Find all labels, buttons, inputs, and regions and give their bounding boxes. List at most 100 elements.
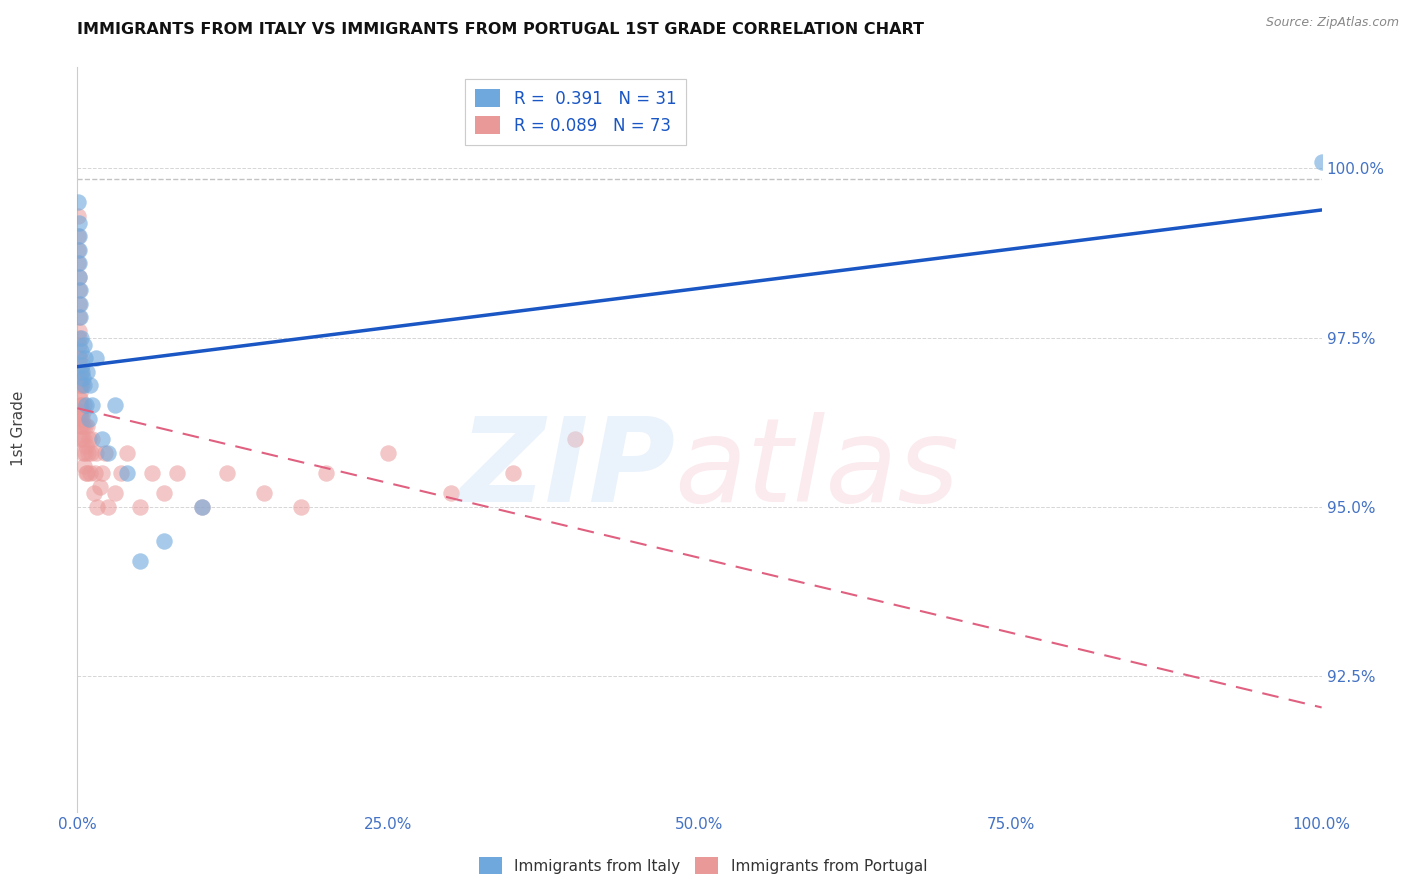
Point	[69, 371, 91, 385]
Point	[79, 378, 101, 392]
Point	[69, 378, 91, 392]
Point	[70, 418, 93, 433]
Point	[66, 209, 89, 223]
Point	[76, 418, 98, 433]
Point	[70, 399, 93, 413]
Point	[84, 446, 107, 460]
Point	[72, 371, 94, 385]
Point	[79, 466, 101, 480]
Point	[67, 331, 90, 345]
Point	[86, 500, 108, 514]
Point	[67, 297, 90, 311]
Point	[104, 486, 127, 500]
Point	[89, 480, 111, 494]
Point	[115, 446, 138, 460]
Text: ZIP: ZIP	[458, 411, 675, 526]
Point	[128, 554, 150, 568]
Point	[97, 500, 120, 514]
Point	[69, 331, 91, 345]
Point	[69, 412, 91, 426]
Point	[69, 378, 91, 392]
Point	[69, 399, 91, 413]
Point	[69, 283, 91, 297]
Text: atlas: atlas	[675, 412, 960, 526]
Point	[67, 256, 90, 270]
Point	[73, 459, 96, 474]
Point	[67, 283, 90, 297]
Point	[1310, 154, 1333, 169]
Point	[75, 418, 97, 433]
Point	[564, 432, 586, 446]
Point	[67, 229, 90, 244]
Point	[73, 432, 96, 446]
Point	[82, 399, 104, 413]
Point	[115, 466, 138, 480]
Point	[77, 446, 100, 460]
Point	[75, 399, 97, 413]
Point	[67, 365, 90, 379]
Point	[72, 446, 94, 460]
Point	[440, 486, 463, 500]
Point	[69, 418, 91, 433]
Point	[69, 269, 91, 284]
Point	[83, 486, 105, 500]
Point	[191, 500, 214, 514]
Point	[72, 405, 94, 419]
Point	[76, 365, 98, 379]
Point	[67, 195, 90, 210]
Point	[69, 310, 91, 325]
Point	[82, 432, 104, 446]
Point	[67, 337, 90, 351]
Point	[67, 256, 90, 270]
Point	[67, 324, 90, 338]
Point	[77, 412, 100, 426]
Point	[69, 392, 91, 406]
Point	[91, 432, 114, 446]
Point	[377, 446, 399, 460]
Point	[77, 432, 100, 446]
Point	[110, 466, 132, 480]
Legend: Immigrants from Italy, Immigrants from Portugal: Immigrants from Italy, Immigrants from P…	[472, 851, 934, 880]
Point	[104, 399, 127, 413]
Point	[67, 351, 90, 365]
Point	[67, 310, 90, 325]
Point	[91, 466, 114, 480]
Point	[70, 358, 93, 372]
Point	[70, 365, 93, 379]
Point	[191, 500, 214, 514]
Point	[215, 466, 238, 480]
Point	[315, 466, 337, 480]
Point	[69, 351, 91, 365]
Point	[69, 384, 91, 399]
Point	[67, 229, 90, 244]
Point	[69, 432, 91, 446]
Point	[67, 243, 90, 257]
Point	[73, 446, 96, 460]
Point	[69, 405, 91, 419]
Point	[73, 378, 96, 392]
Point	[153, 533, 176, 548]
Point	[75, 466, 97, 480]
Point	[84, 351, 107, 365]
Point	[75, 439, 97, 453]
Point	[72, 399, 94, 413]
Point	[153, 486, 176, 500]
Point	[502, 466, 524, 480]
Point	[80, 446, 103, 460]
Point	[72, 418, 94, 433]
Legend: R =  0.391   N = 31, R = 0.089   N = 73: R = 0.391 N = 31, R = 0.089 N = 73	[465, 79, 686, 145]
Point	[67, 216, 90, 230]
Point	[72, 365, 94, 379]
Point	[69, 378, 91, 392]
Point	[70, 378, 93, 392]
Point	[166, 466, 188, 480]
Point	[83, 466, 105, 480]
Point	[290, 500, 312, 514]
Point	[69, 297, 91, 311]
Point	[253, 486, 276, 500]
Point	[70, 412, 93, 426]
Text: 1st Grade: 1st Grade	[11, 391, 25, 466]
Point	[72, 337, 94, 351]
Point	[69, 405, 91, 419]
Point	[67, 269, 90, 284]
